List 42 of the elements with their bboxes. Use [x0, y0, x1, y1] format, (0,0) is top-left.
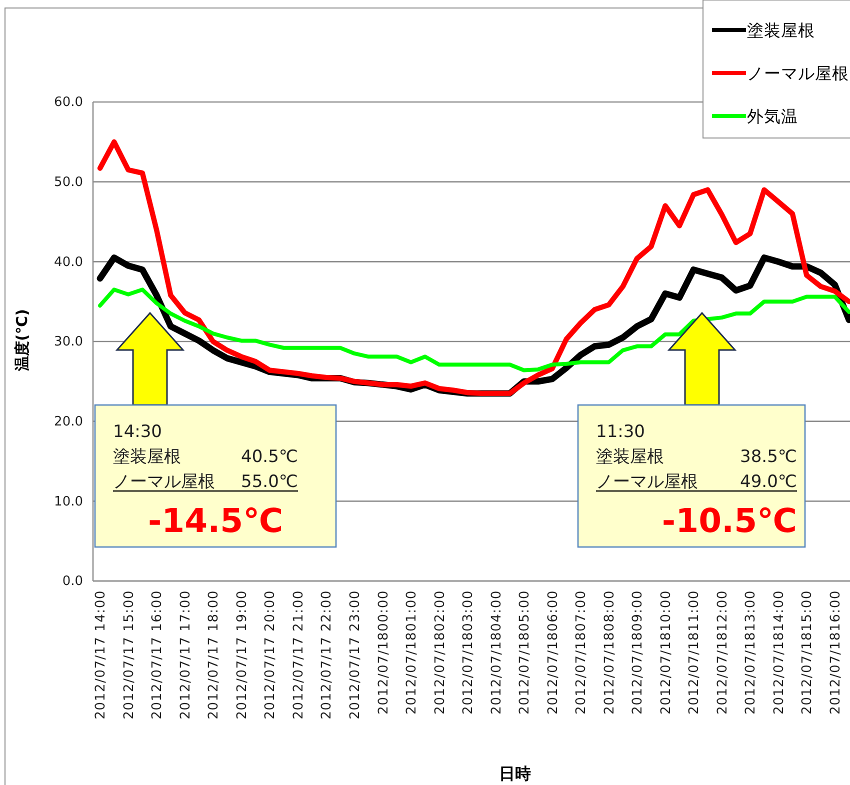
x-tick-label: 2012/07/17 22:00	[320, 590, 335, 720]
legend-label: 塗装屋根	[747, 20, 815, 40]
y-tick-label: 20.0	[54, 414, 83, 430]
x-tick-label: 2012/07/1814:00	[772, 590, 787, 715]
x-tick-label: 2012/07/1810:00	[658, 590, 674, 715]
y-tick-label: 40.0	[54, 254, 83, 270]
x-tick-label: 2012/07/1806:00	[546, 590, 561, 715]
x-tick-label: 2012/07/1803:00	[461, 590, 476, 715]
legend-label: ノーマル屋根	[747, 64, 849, 83]
x-tick-label: 2012/07/17 17:00	[178, 590, 194, 720]
y-tick-label: 30.0	[54, 334, 83, 350]
x-tick-label: 2012/07/17 19:00	[234, 590, 250, 720]
x-tick-label: 2012/07/1800:00	[376, 590, 392, 715]
x-tick-label: 2012/07/1816:00	[828, 590, 844, 715]
line-series	[98, 288, 850, 372]
x-tick-label: 2012/07/17 23:00	[348, 590, 363, 720]
x-tick-label: 2012/07/17 14:00	[94, 590, 109, 720]
x-tick-label: 2012/07/1807:00	[574, 590, 590, 715]
legend-label: 外気温	[747, 106, 798, 126]
y-axis-title: 温度(℃)	[13, 309, 31, 372]
x-tick-label: 2012/07/17 21:00	[291, 590, 306, 720]
x-tick-label: 2012/07/1809:00	[630, 590, 646, 715]
x-tick-label: 2012/07/1812:00	[715, 590, 730, 715]
x-tick-label: 2012/07/1808:00	[602, 590, 618, 715]
x-tick-label: 2012/07/1802:00	[432, 590, 448, 715]
text: 11:30 塗装屋根 38.5℃ ノーマル屋根 49.0℃ -10.5℃	[596, 422, 797, 540]
x-tick-label: 2012/07/1811:00	[687, 590, 702, 715]
x-tick-label: 2012/07/17 16:00	[150, 590, 166, 720]
y-tick-label: 60.0	[54, 95, 83, 110]
x-tick-label: 2012/07/1813:00	[744, 590, 759, 715]
x-tick-label: 2012/07/17 20:00	[263, 590, 278, 720]
y-tick-label: 10.0	[54, 494, 83, 510]
x-tick-label: 2012/07/17 18:00	[206, 590, 222, 720]
x-tick-label: 2012/07/17 15:00	[122, 590, 137, 720]
x-tick-label: 2012/07/1805:00	[518, 590, 533, 715]
x-tick-label: 2012/07/1804:00	[489, 590, 504, 715]
text: 14:30 塗装屋根 40.5℃ ノーマル屋根 55.0℃ -14.5℃	[113, 422, 298, 540]
y-tick-label: 0.0	[62, 574, 83, 590]
x-tick-label: 2012/07/1815:00	[800, 590, 816, 715]
x-tick-label: 2012/07/1801:00	[404, 590, 420, 715]
x-axis-title: 日時	[499, 764, 531, 783]
y-tick-label: 50.0	[54, 174, 83, 190]
